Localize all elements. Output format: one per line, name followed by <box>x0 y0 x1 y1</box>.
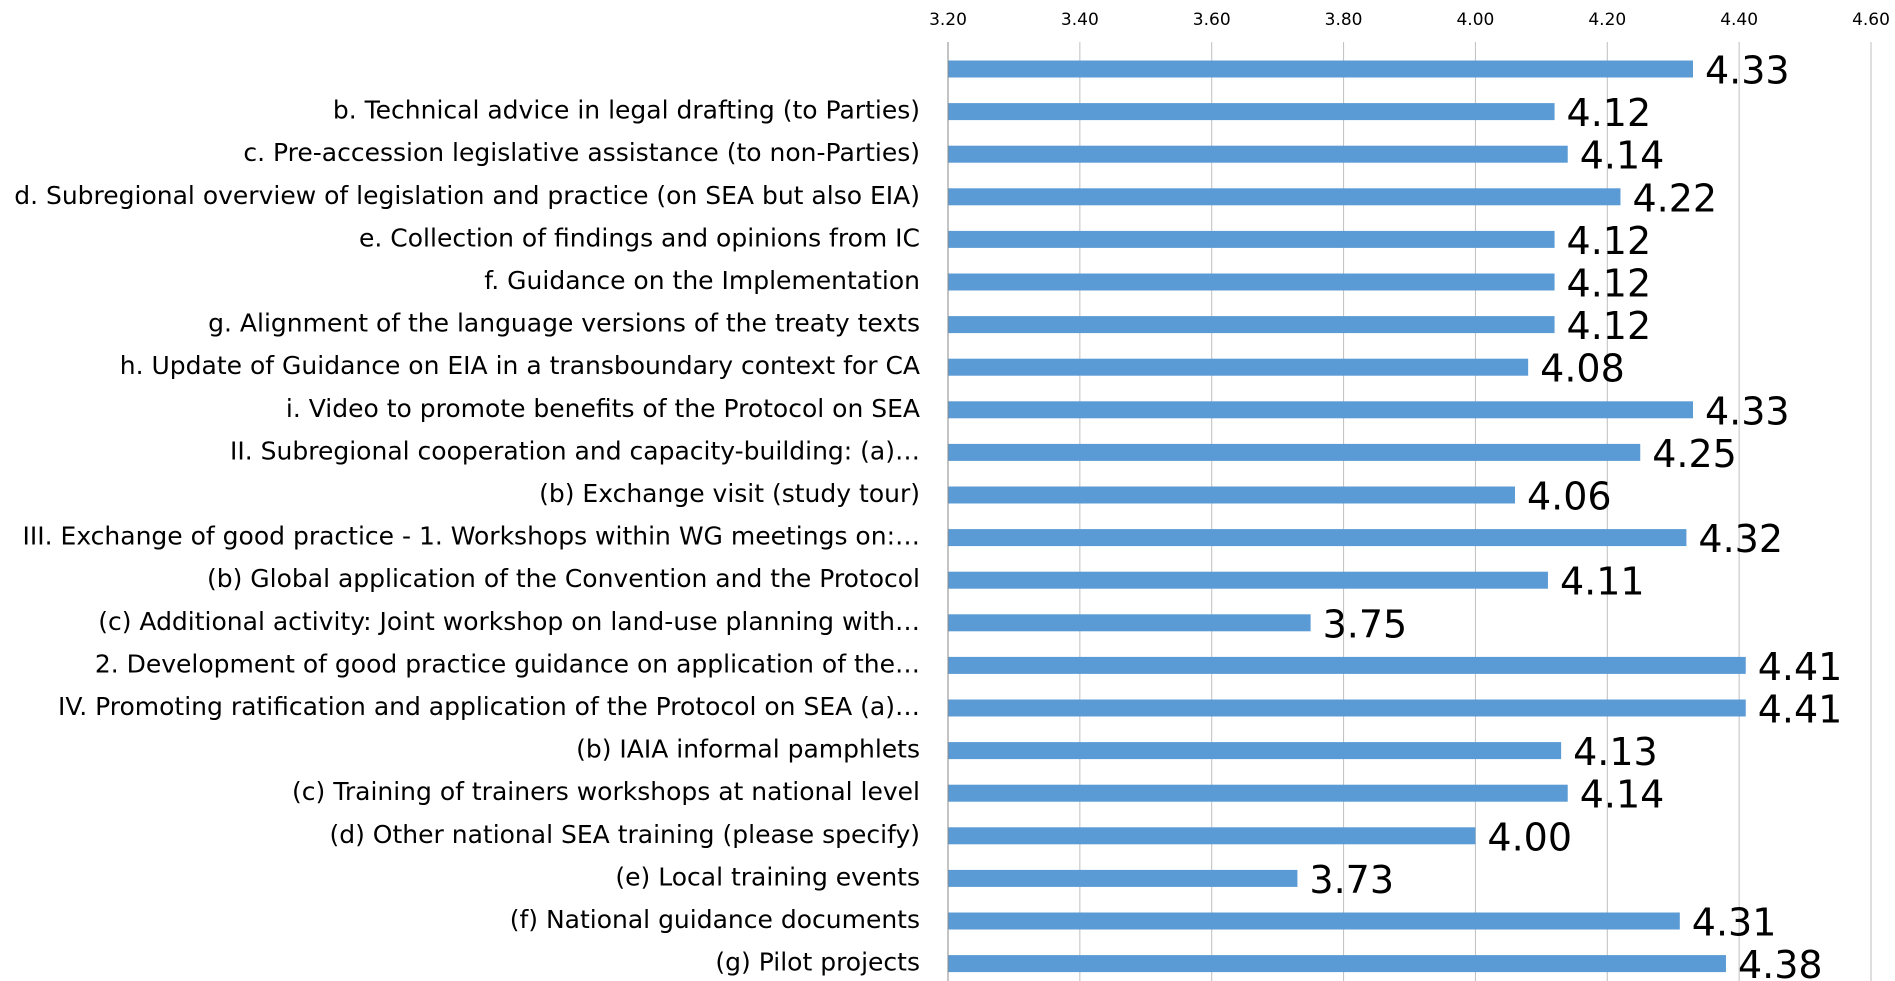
y-tick-label: IV. Promoting ratification and applicati… <box>58 692 920 721</box>
value-label: 4.12 <box>1567 262 1652 306</box>
x-tick-label: 4.00 <box>1456 10 1494 30</box>
y-tick-label: (c) Training of trainers workshops at na… <box>292 777 920 806</box>
bar <box>948 358 1529 376</box>
value-label: 4.38 <box>1738 943 1823 981</box>
value-label: 4.11 <box>1560 560 1645 604</box>
bar <box>948 742 1562 760</box>
value-label: 4.33 <box>1705 389 1790 433</box>
y-tick-label: i. Video to promote benefits of the Prot… <box>286 394 920 423</box>
value-label: 4.00 <box>1487 815 1572 859</box>
value-label: 4.12 <box>1567 219 1652 263</box>
bar <box>948 571 1548 589</box>
value-label: 4.25 <box>1652 432 1737 476</box>
value-label: 4.14 <box>1580 773 1665 817</box>
value-label: 4.06 <box>1527 475 1612 519</box>
y-tick-label: (b) Global application of the Convention… <box>207 564 920 593</box>
y-tick-label: f. Guidance on the Implementation <box>484 266 920 295</box>
bar <box>948 443 1641 461</box>
bar <box>948 273 1555 291</box>
y-tick-label: (b) Exchange visit (study tour) <box>539 479 920 508</box>
bar <box>948 145 1568 163</box>
bar <box>948 827 1476 845</box>
value-label: 4.32 <box>1698 517 1783 561</box>
x-tick-label: 3.20 <box>929 10 967 30</box>
y-tick-label: (g) Pilot projects <box>715 948 920 977</box>
y-tick-label: c. Pre-accession legislative assistance … <box>243 138 920 167</box>
y-tick-label: b. Technical advice in legal drafting (t… <box>333 96 920 125</box>
value-label: 4.12 <box>1567 304 1652 348</box>
value-label: 4.41 <box>1758 688 1843 732</box>
value-label: 4.14 <box>1580 134 1665 178</box>
value-label: 4.33 <box>1705 49 1790 93</box>
x-tick-label: 4.40 <box>1720 10 1758 30</box>
y-tick-label: g. Alignment of the language versions of… <box>208 309 920 338</box>
bar <box>948 955 1726 973</box>
x-tick-label: 3.80 <box>1325 10 1363 30</box>
value-label: 4.08 <box>1540 347 1625 391</box>
y-tick-label: (b) IAIA informal pamphlets <box>576 735 920 764</box>
value-label: 4.22 <box>1632 176 1717 220</box>
bar <box>948 784 1568 802</box>
bar <box>948 230 1555 248</box>
y-tick-label: (d) Other national SEA training (please … <box>329 820 920 849</box>
y-tick-label: e. Collection of findings and opinions f… <box>359 223 920 252</box>
bar <box>948 60 1693 78</box>
y-tick-label: (c) Additional activity: Joint workshop … <box>98 607 920 636</box>
value-label: 4.31 <box>1692 901 1777 945</box>
value-label: 3.73 <box>1309 858 1394 902</box>
y-tick-label: (e) Local training events <box>615 862 920 891</box>
bar <box>948 656 1746 674</box>
y-tick-label: 2. Development of good practice guidance… <box>95 649 920 678</box>
y-tick-label: h. Update of Guidance on EIA in a transb… <box>120 351 920 380</box>
x-tick-label: 3.60 <box>1193 10 1231 30</box>
x-tick-label: 4.60 <box>1852 10 1890 30</box>
y-tick-label: II. Subregional cooperation and capacity… <box>230 436 920 465</box>
bar <box>948 529 1687 547</box>
bar <box>948 401 1693 419</box>
x-tick-label: 4.20 <box>1588 10 1626 30</box>
bar <box>948 486 1515 504</box>
bar <box>948 869 1298 887</box>
bar <box>948 912 1680 930</box>
value-label: 3.75 <box>1323 602 1408 646</box>
bar <box>948 103 1555 121</box>
y-tick-label: (f) National guidance documents <box>510 905 920 934</box>
value-label: 4.12 <box>1567 91 1652 135</box>
x-tick-label: 3.40 <box>1061 10 1099 30</box>
bar <box>948 188 1621 206</box>
value-label: 4.41 <box>1758 645 1843 689</box>
y-tick-label: III. Exchange of good practice - 1. Work… <box>23 522 920 551</box>
bar <box>948 699 1746 717</box>
bar <box>948 316 1555 334</box>
value-label: 4.13 <box>1573 730 1658 774</box>
bar <box>948 614 1311 632</box>
y-tick-label: d. Subregional overview of legislation a… <box>14 181 920 210</box>
